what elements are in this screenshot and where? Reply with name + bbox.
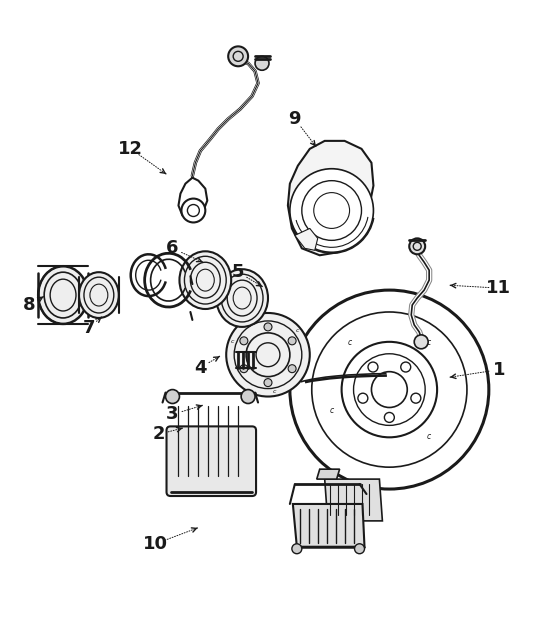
Polygon shape: [288, 141, 374, 255]
Text: 10: 10: [143, 535, 168, 553]
Circle shape: [290, 168, 374, 252]
Text: 5: 5: [232, 263, 245, 281]
Text: 4: 4: [194, 358, 207, 377]
Circle shape: [288, 365, 296, 373]
Text: 3: 3: [166, 405, 179, 423]
Ellipse shape: [216, 269, 268, 327]
Ellipse shape: [38, 266, 88, 324]
Circle shape: [181, 199, 205, 223]
Text: 1: 1: [492, 361, 505, 379]
Circle shape: [288, 337, 296, 345]
Text: 6: 6: [166, 239, 179, 257]
Text: 7: 7: [83, 319, 95, 337]
Text: c: c: [348, 338, 352, 347]
Circle shape: [302, 181, 361, 241]
Circle shape: [414, 335, 428, 349]
Text: 12: 12: [118, 140, 143, 158]
Polygon shape: [293, 504, 365, 547]
Text: c: c: [231, 339, 234, 344]
Ellipse shape: [180, 251, 231, 309]
Circle shape: [409, 238, 425, 254]
Circle shape: [241, 389, 255, 404]
Circle shape: [264, 323, 272, 331]
Circle shape: [240, 337, 248, 345]
Text: c: c: [427, 338, 431, 347]
Text: 11: 11: [486, 279, 511, 297]
Ellipse shape: [79, 272, 119, 318]
Text: c: c: [295, 328, 298, 333]
Circle shape: [292, 544, 302, 553]
Circle shape: [354, 544, 365, 553]
Polygon shape: [325, 479, 382, 521]
Text: c: c: [427, 433, 431, 441]
Circle shape: [240, 365, 248, 373]
Circle shape: [228, 46, 248, 66]
Circle shape: [264, 379, 272, 387]
Circle shape: [226, 313, 310, 397]
Text: 2: 2: [152, 425, 165, 444]
Polygon shape: [295, 228, 318, 251]
Circle shape: [166, 389, 180, 404]
Text: c: c: [273, 389, 276, 394]
FancyBboxPatch shape: [166, 426, 256, 496]
Text: 9: 9: [288, 110, 301, 128]
Text: 8: 8: [23, 296, 36, 314]
Circle shape: [255, 56, 269, 70]
Text: c: c: [329, 406, 334, 415]
Polygon shape: [317, 469, 340, 479]
